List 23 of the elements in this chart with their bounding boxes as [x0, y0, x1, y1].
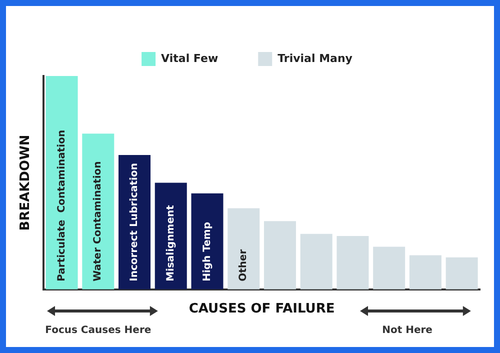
x-tick-label: Other: [238, 249, 250, 282]
x-tick-label: Water Contamination: [92, 161, 104, 282]
x-tick-label: Particulate Contamination: [56, 130, 68, 282]
y-axis-title: BREAKDOWN: [18, 134, 34, 231]
text: Focus Causes Here: [45, 325, 152, 336]
legend-label: Trivial Many: [278, 52, 352, 65]
bar: [409, 255, 442, 290]
bar: [336, 236, 369, 290]
x-tick-label: High Temp: [202, 222, 213, 282]
bar: [446, 257, 478, 290]
bar: [154, 182, 187, 290]
bar: [46, 76, 78, 290]
bar: [228, 208, 260, 290]
bar: [191, 193, 224, 290]
x-tick-label: Misalignment: [165, 204, 176, 282]
x-tick-label: Incorrect Lubrication: [129, 163, 140, 282]
legend-label: Vital Few: [161, 52, 218, 65]
text: Not Here: [382, 325, 433, 336]
bar: [373, 246, 406, 290]
bar: [300, 234, 332, 290]
bar: [264, 221, 296, 290]
bar: [82, 134, 114, 290]
x-axis-title: CAUSES OF FAILURE: [188, 302, 335, 317]
